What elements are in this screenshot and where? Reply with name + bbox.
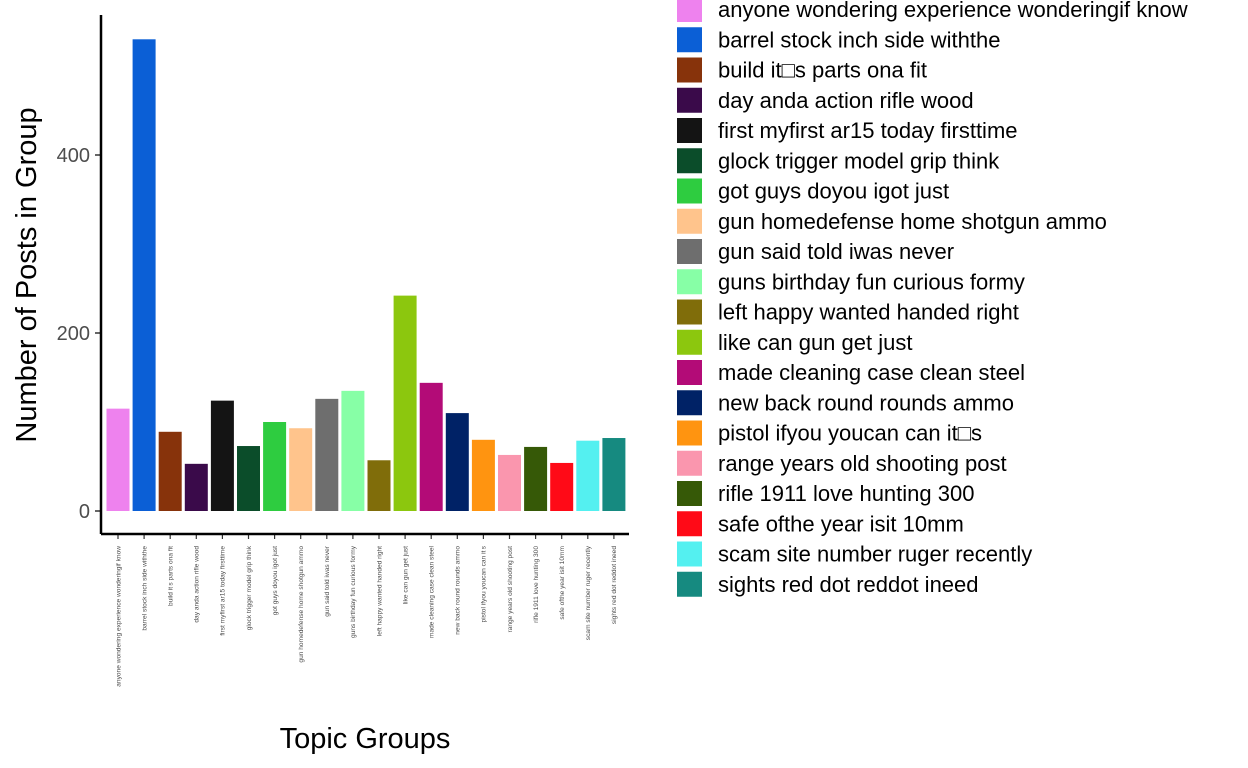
x-tick-label: guns birthday fun curious formy: [350, 545, 357, 638]
y-axis-ticks: 0 200 400: [57, 145, 101, 523]
legend-label: guns birthday fun curious formy: [718, 269, 1025, 294]
legend-label: new back round rounds ammo: [718, 390, 1014, 415]
legend-label: glock trigger model grip think: [718, 148, 1000, 173]
x-tick-label: made cleaning case clean steel: [429, 545, 436, 638]
bar: [524, 446, 548, 511]
legend-swatch: [677, 329, 702, 355]
legend-label: rifle 1911 love hunting 300: [718, 481, 974, 506]
bar: [498, 454, 521, 511]
bar: [106, 408, 130, 511]
legend-label: sights red dot reddot ineed: [718, 572, 979, 597]
y-tick-label: 0: [79, 501, 90, 523]
x-tick-labels: anyone wondering experience wonderingif …: [115, 534, 618, 687]
legend-label: gun homedefense home shotgun ammo: [718, 209, 1107, 234]
legend-swatch: [677, 118, 702, 143]
bar: [315, 398, 339, 511]
x-tick-label: gun homedefense home shotgun ammo: [298, 546, 305, 663]
bar: [602, 438, 626, 511]
x-tick-label: build it s parts ona fit: [168, 546, 175, 606]
x-tick-label: range years old shooting post: [507, 546, 514, 633]
bar: [263, 422, 287, 511]
legend-swatch: [677, 450, 702, 476]
legend-swatch: [677, 511, 702, 537]
legend-label: got guys doyou igot just: [718, 179, 949, 204]
legend-swatch: [677, 299, 702, 325]
bar: [550, 462, 574, 511]
legend-swatch: [677, 481, 702, 506]
bar: [576, 440, 600, 511]
legend-label: like can gun get just: [718, 330, 912, 355]
bar: [132, 39, 156, 512]
bar-series: [106, 39, 626, 512]
y-tick-label: 200: [57, 323, 90, 345]
x-tick-label: safe ofthe year isit 10mm: [559, 546, 566, 620]
bar: [341, 390, 365, 511]
bar: [158, 431, 182, 511]
bar: [419, 382, 443, 511]
bar: [393, 295, 417, 511]
bar: [210, 400, 234, 511]
legend-swatch: [677, 571, 702, 597]
x-tick-label: left happy wanted handed right: [376, 546, 383, 636]
x-tick-label: anyone wondering experience wonderingif …: [115, 546, 122, 687]
legend-swatch: [677, 87, 702, 113]
legend-label: scam site number ruger recently: [718, 542, 1032, 567]
x-tick-label: rifle 1911 love hunting 300: [533, 546, 540, 623]
bar: [184, 463, 208, 511]
legend-swatch: [677, 390, 702, 416]
legend-label: anyone wondering experience wonderingif …: [718, 0, 1188, 22]
bar: [445, 413, 469, 511]
x-tick-label: barrel stock inch side withthe: [141, 546, 148, 631]
legend-label: made cleaning case clean steel: [718, 360, 1025, 385]
legend-label: day anda action rifle wood: [718, 88, 974, 113]
x-tick-label: pistol ifyou youcan can it s: [481, 545, 488, 622]
x-tick-label: like can gun get just: [402, 546, 409, 604]
legend-label: range years old shooting post: [718, 451, 1007, 476]
legend-swatch: [677, 208, 702, 234]
legend-label: safe ofthe year isit 10mm: [718, 511, 964, 536]
y-tick-label: 400: [57, 145, 90, 167]
x-tick-label: sights red dot reddot ineed: [611, 546, 618, 624]
x-tick-label: first myfirst ar15 today firsttime: [220, 546, 227, 636]
y-axis-title: Number of Posts in Group: [11, 107, 43, 442]
x-tick-label: scam site number ruger recently: [585, 545, 592, 640]
legend-swatch: [677, 57, 702, 83]
x-tick-label: gun said told iwas never: [324, 545, 331, 617]
legend-swatch: [677, 541, 702, 567]
x-tick-label: new back round rounds ammo: [455, 546, 462, 635]
legend-swatch: [677, 239, 702, 264]
legend-swatch: [677, 360, 702, 385]
legend-swatch: [677, 148, 702, 174]
x-tick-label: got guys doyou igot just: [272, 546, 279, 615]
bar: [471, 439, 495, 511]
x-tick-label: day anda action rifle wood: [194, 546, 201, 623]
legend-label: left happy wanted handed right: [718, 300, 1019, 325]
legend-swatch: [677, 27, 702, 53]
bar: [367, 460, 391, 511]
bar: [237, 446, 260, 511]
legend-label: barrel stock inch side withthe: [718, 27, 1000, 52]
legend-swatch: [677, 0, 702, 22]
x-axis-title: Topic Groups: [280, 723, 451, 755]
legend-label: pistol ifyou youcan can it□s: [718, 421, 982, 446]
legend-label: gun said told iwas never: [718, 239, 954, 264]
legend-swatch: [677, 420, 702, 446]
legend-label: build it□s parts ona fit: [718, 58, 927, 83]
bar: [289, 428, 313, 511]
x-tick-label: glock trigger model grip think: [246, 545, 253, 630]
legend-swatch: [677, 269, 702, 295]
legend: anyone wondering experience wonderingif …: [677, 0, 1188, 597]
legend-swatch: [677, 178, 702, 204]
legend-label: first myfirst ar15 today firsttime: [718, 118, 1018, 143]
